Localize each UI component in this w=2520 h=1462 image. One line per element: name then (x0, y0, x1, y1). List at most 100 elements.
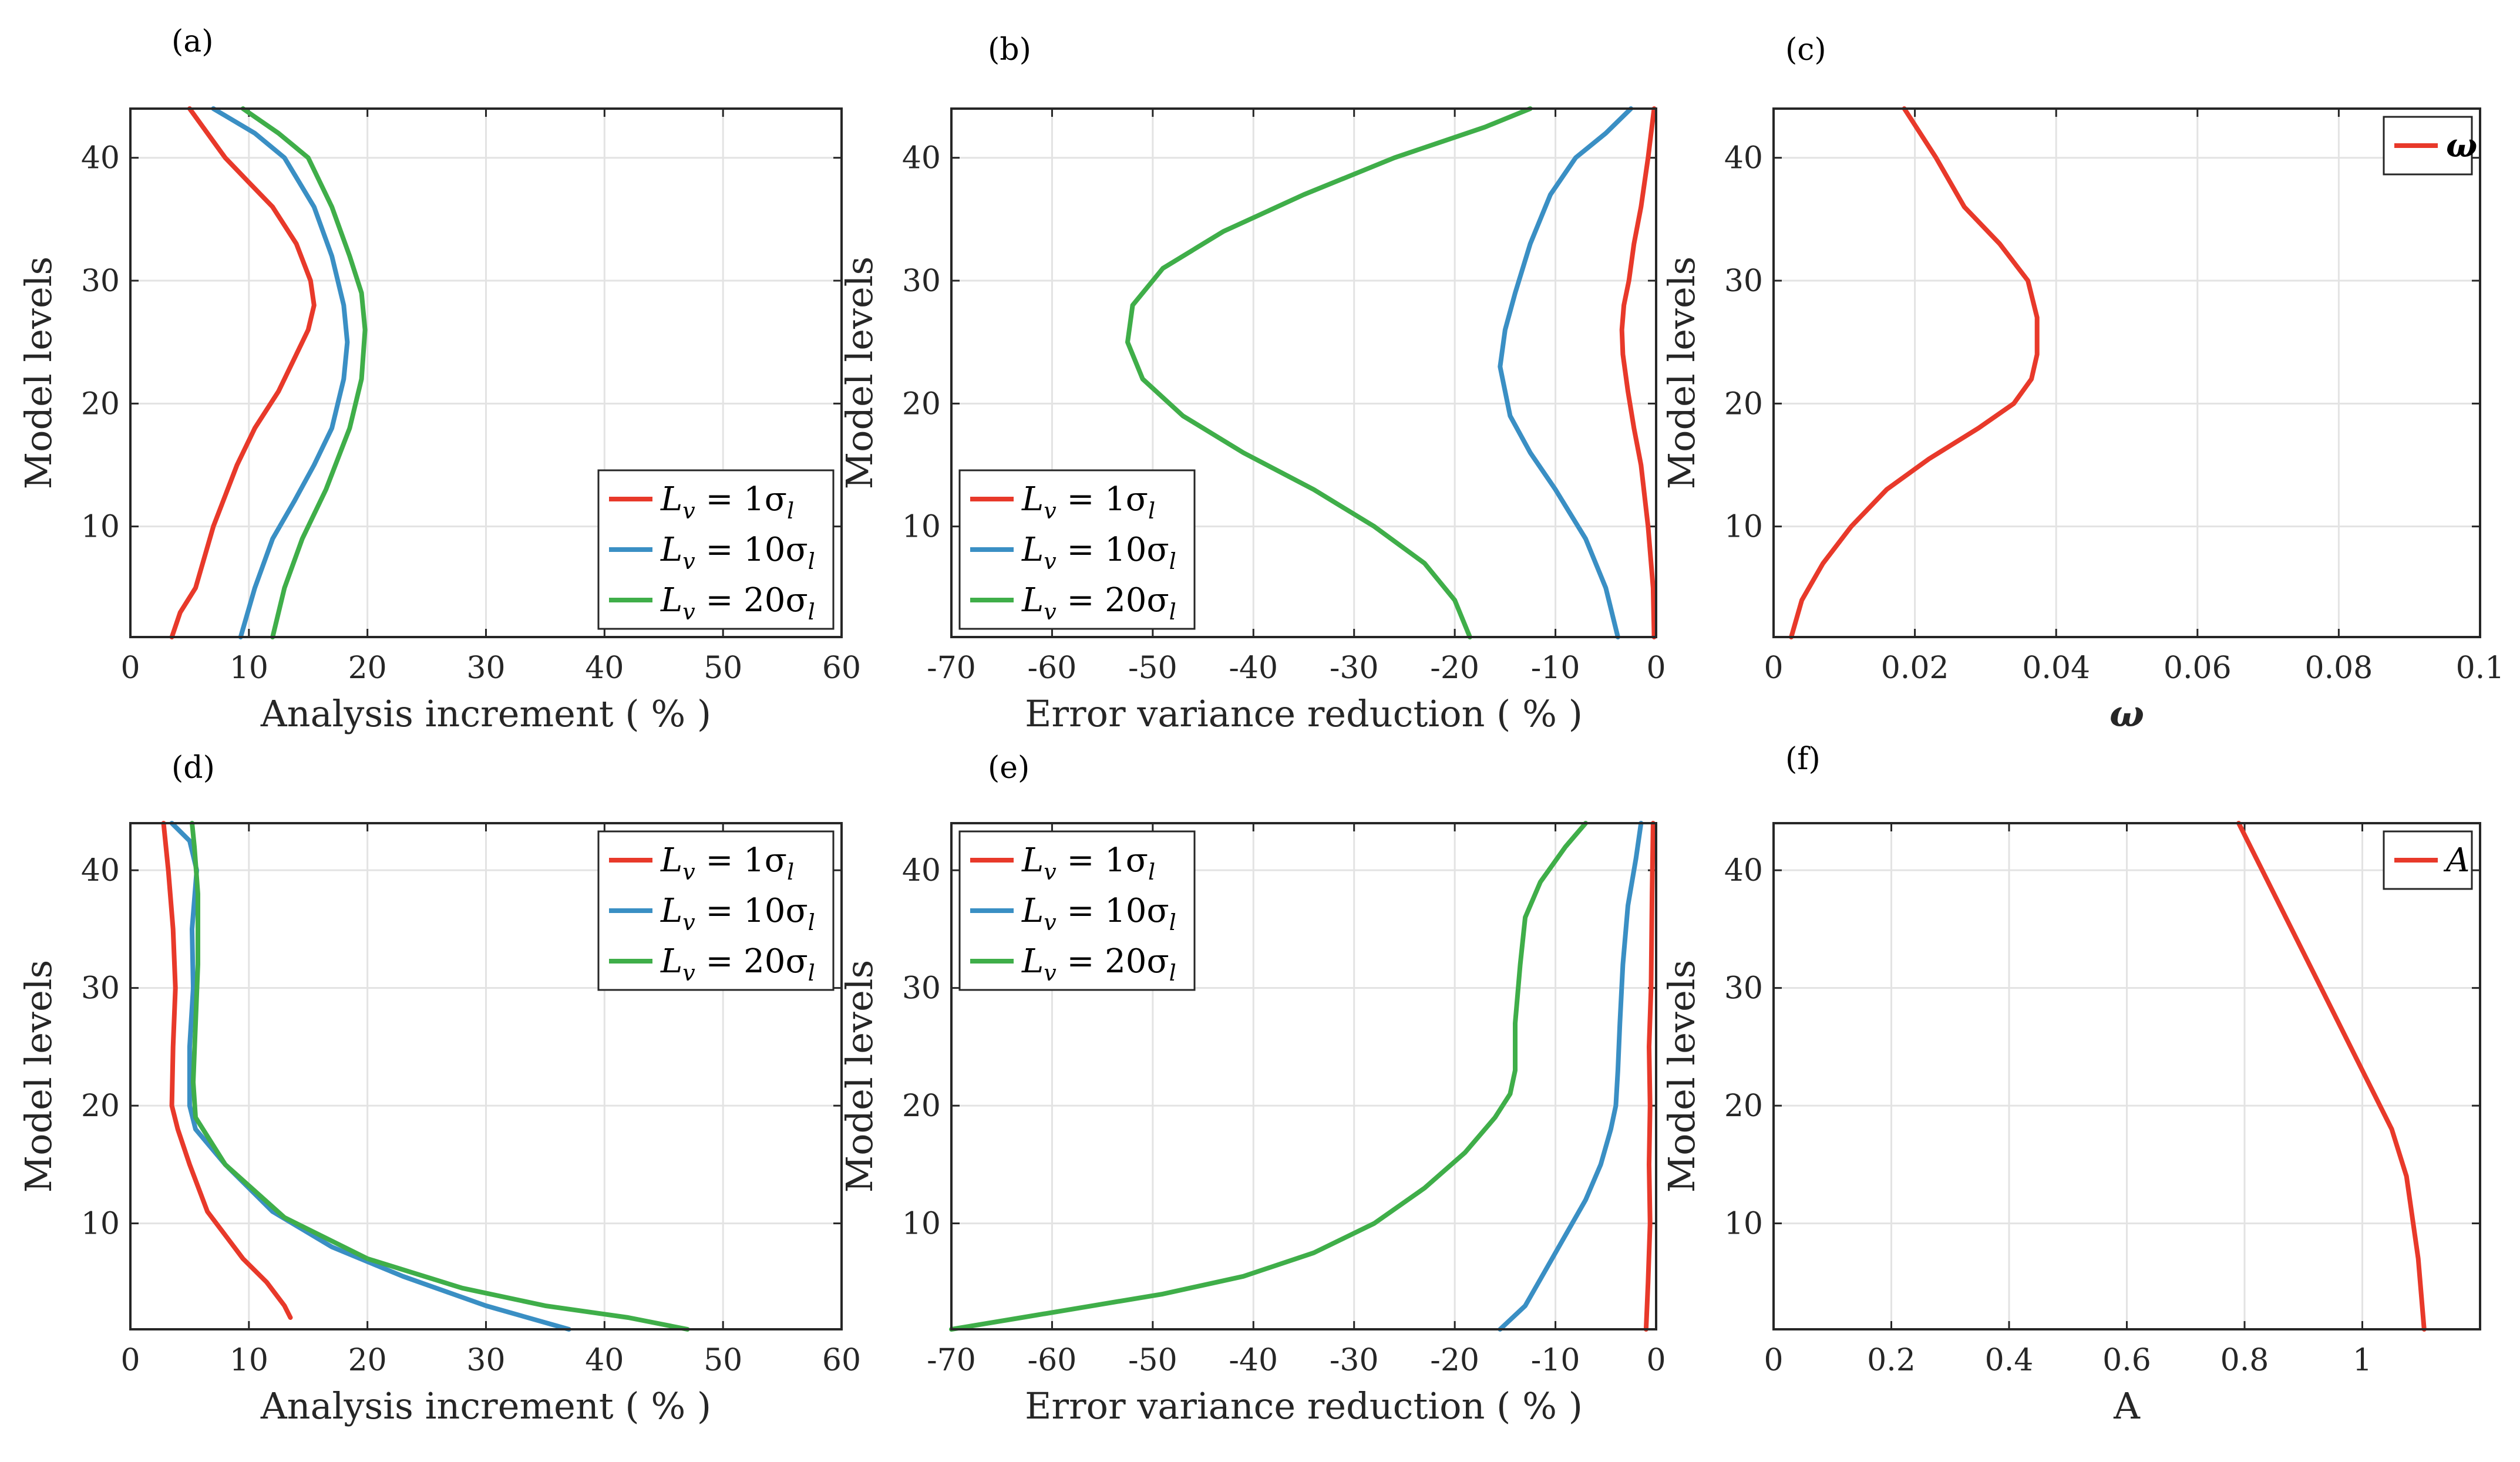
y-tick-label: 30 (1724, 264, 1763, 299)
legend-text-part: v (1044, 960, 1057, 986)
legend-entry: Lv = 10σl (1021, 531, 1176, 574)
axes-frame (129, 107, 843, 638)
series-line-red (1789, 106, 2040, 639)
legend-text-part: v (682, 548, 695, 574)
panel-d: 0 10 20 30 40 50 60 10 20 30 40 Analysis increment … (17, 750, 861, 1427)
x-tick-label: 0 (1646, 1343, 1666, 1378)
series-line-red (169, 106, 317, 639)
axes-frame (950, 822, 1657, 1330)
x-tick-label: 10 (230, 1343, 268, 1378)
legend-text-part: L (660, 841, 682, 880)
y-tick-label: 20 (902, 1089, 941, 1124)
legend-text-part: L (660, 480, 682, 518)
x-tick-label: -10 (1531, 651, 1580, 686)
x-tick-label: 0.08 (2305, 651, 2373, 686)
y-tick-label: 10 (902, 1207, 941, 1242)
legend-text-part: = 1σ (695, 841, 787, 880)
legend-entry: ω (2446, 126, 2477, 165)
legend-text-part: v (682, 960, 695, 986)
legend-text-part: v (1044, 909, 1057, 935)
x-tick-label: -40 (1229, 1343, 1278, 1378)
x-tick-label: -10 (1531, 1343, 1580, 1378)
legend-text-part: l (1148, 859, 1155, 885)
legend-text-part: v (682, 498, 695, 524)
x-tick-label: 0 (120, 651, 140, 686)
legend-text-part: l (808, 599, 815, 625)
x-tick-label: 0 (1764, 651, 1783, 686)
axes-frame (950, 107, 1657, 638)
legend-text-part: = 20σ (1057, 581, 1169, 619)
legend-text-part: = 1σ (695, 480, 787, 518)
x-tick-label: -30 (1330, 651, 1379, 686)
legend: A (2383, 830, 2473, 890)
legend-text-part: v (682, 909, 695, 935)
x-tick-label: -20 (1430, 651, 1479, 686)
legend: ω (2383, 116, 2477, 176)
y-tick-label: 10 (1724, 510, 1763, 545)
x-tick-label: 40 (585, 1343, 624, 1378)
y-tick-label: 20 (1724, 1089, 1763, 1124)
legend-entry: Lv = 10σl (1021, 892, 1176, 935)
panel-a: 0 10 20 30 40 50 60 10 20 30 40 Analysis increment … (17, 24, 861, 735)
x-axis-label: ω (2109, 692, 2144, 735)
plot-area (1774, 109, 2480, 637)
x-tick-label: 0.02 (1881, 651, 1949, 686)
x-tick-label: 50 (704, 1343, 742, 1378)
legend-text-part: v (1044, 548, 1057, 574)
legend-text-part: L (660, 892, 682, 930)
x-tick-label: -20 (1430, 1343, 1479, 1378)
x-tick-label: 30 (466, 651, 505, 686)
legend-text-part: = 20σ (1057, 942, 1169, 981)
legend-text-part: = 1σ (1057, 480, 1148, 518)
legend-text-part: l (787, 859, 794, 885)
y-axis-label: Model levels (1660, 960, 1703, 1193)
y-tick-label: 30 (902, 971, 941, 1006)
legend-text-part: L (1021, 942, 1044, 981)
x-axis-label: A (2113, 1384, 2141, 1427)
series-line-blue (211, 106, 350, 639)
x-tick-label: 20 (348, 1343, 387, 1378)
y-axis-label: Model levels (17, 257, 60, 490)
legend-entry: Lv = 10σl (660, 892, 815, 935)
series-line-blue (1498, 106, 1634, 639)
panel-label: (a) (171, 24, 214, 59)
y-tick-label: 10 (1724, 1207, 1763, 1242)
x-tick-label: -70 (927, 1343, 976, 1378)
y-tick-label: 10 (902, 510, 941, 545)
y-tick-label: 40 (902, 853, 941, 888)
y-tick-label: 40 (81, 141, 120, 176)
legend-text-part: l (1169, 599, 1176, 625)
legend-text-part: v (1044, 859, 1057, 885)
y-tick-label: 40 (81, 853, 120, 888)
y-tick-label: 30 (902, 264, 941, 299)
legend-entry: Lv = 1σl (1021, 480, 1155, 524)
x-axis-label: Analysis increment ( % ) (260, 692, 711, 735)
x-tick-label: 0.4 (1985, 1343, 2034, 1378)
series-line-green (949, 821, 1588, 1332)
y-tick-label: 20 (902, 386, 941, 422)
x-tick-label: -70 (927, 651, 976, 686)
x-axis-label: Error variance reduction ( % ) (1025, 692, 1583, 735)
series-line-green (190, 821, 690, 1332)
series-line-red (161, 821, 293, 1320)
series-line-red (1643, 821, 1656, 1332)
x-tick-label: 0 (1764, 1343, 1783, 1378)
y-tick-label: 20 (1724, 386, 1763, 422)
legend-text-part: l (787, 498, 794, 524)
legend-text-part: L (1021, 841, 1044, 880)
y-tick-label: 40 (902, 141, 941, 176)
x-tick-label: 30 (466, 1343, 505, 1378)
x-tick-label: 0.06 (2164, 651, 2232, 686)
x-tick-label: 50 (704, 651, 742, 686)
legend-text-part: L (1021, 581, 1044, 619)
y-axis-label: Model levels (17, 960, 60, 1193)
x-tick-label: 60 (822, 651, 861, 686)
legend-text-part: = 1σ (1057, 841, 1148, 880)
x-tick-label: 0.1 (2456, 651, 2505, 686)
x-tick-label: 20 (348, 651, 387, 686)
legend-text-part: L (1021, 531, 1044, 569)
